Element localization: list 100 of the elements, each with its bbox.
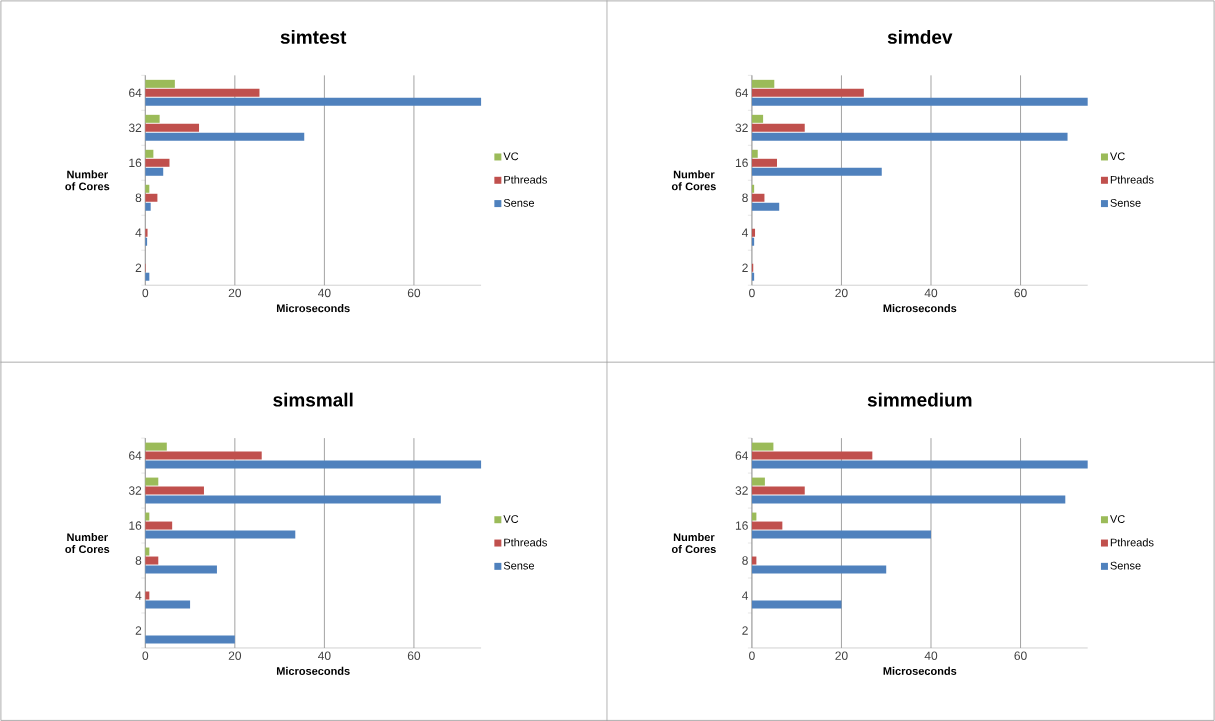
bar [145, 149, 154, 158]
bar [145, 635, 235, 644]
bar [145, 495, 441, 504]
legend-label: Pthreads [504, 538, 547, 547]
bar [751, 460, 1088, 469]
bar [145, 123, 200, 132]
y-tick-label: 16 [735, 158, 748, 167]
legend-label: Pthreads [1110, 175, 1154, 184]
bar [751, 530, 931, 539]
y-tick-label: 16 [735, 521, 748, 530]
bar [145, 591, 150, 600]
y-tick-label: 4 [741, 591, 749, 600]
x-tick-label: 60 [1014, 651, 1027, 660]
chart-title: simmedium [867, 392, 972, 407]
y-tick-label: 8 [742, 556, 748, 565]
bar [145, 158, 170, 167]
bar [145, 114, 160, 123]
bar [145, 547, 150, 556]
y-tick-label: 2 [742, 626, 748, 635]
bar [145, 184, 150, 193]
y-tick-label: 4 [135, 228, 142, 237]
x-tick-label: 20 [228, 288, 242, 298]
x-tick-label: 20 [835, 288, 848, 298]
bar [145, 88, 260, 97]
bar [145, 442, 167, 451]
x-axis-title: Microseconds [276, 303, 350, 313]
bar [751, 97, 1088, 106]
x-axis-title: Microseconds [883, 666, 957, 675]
y-tick-label: 2 [135, 263, 142, 272]
x-tick-label: 40 [318, 288, 331, 298]
legend-label: VC [1110, 152, 1125, 161]
x-tick-label: 0 [142, 651, 149, 660]
y-tick-label: 16 [129, 521, 142, 530]
bar [145, 79, 175, 88]
y-tick-label: 16 [129, 158, 142, 167]
y-tick-label: 8 [135, 193, 142, 202]
legend-label: Sense [503, 561, 535, 570]
y-tick-label: 8 [742, 193, 748, 202]
y-tick-label: 64 [129, 451, 142, 460]
legend-label: Sense [503, 198, 535, 207]
bar [751, 193, 765, 202]
bar [145, 202, 151, 211]
bar [751, 88, 864, 97]
bar [145, 193, 158, 202]
chart-title: simtest [280, 29, 347, 44]
bar [751, 442, 774, 451]
x-axis-title: Microseconds [883, 303, 957, 313]
y-axis-title: Number of Cores [65, 170, 110, 191]
x-tick-label: 60 [1014, 288, 1027, 298]
bar [145, 512, 150, 521]
x-tick-label: 40 [924, 651, 938, 660]
bar [145, 272, 150, 281]
x-tick-label: 0 [749, 288, 755, 298]
bar [751, 521, 783, 530]
legend-label: Sense [1110, 561, 1141, 570]
y-tick-label: 4 [741, 228, 749, 237]
bar [751, 79, 775, 88]
bar [751, 486, 805, 495]
bar [145, 556, 159, 565]
y-tick-label: 64 [129, 88, 142, 97]
bar [751, 149, 758, 158]
bar [145, 477, 159, 486]
bar [751, 202, 780, 211]
bar [751, 132, 1068, 141]
bar [145, 530, 296, 539]
legend-label: VC [503, 515, 519, 523]
x-tick-label: 60 [407, 651, 421, 660]
x-tick-label: 40 [318, 651, 331, 660]
x-tick-label: 0 [142, 288, 149, 298]
x-tick-label: 20 [228, 651, 242, 660]
y-tick-label: 64 [735, 451, 749, 460]
y-tick-label: 32 [735, 486, 748, 495]
y-tick-label: 32 [128, 486, 142, 495]
y-axis-title: Number of Cores [65, 532, 110, 553]
bar [751, 477, 765, 486]
legend-label: VC [503, 152, 519, 161]
y-tick-label: 2 [135, 626, 142, 635]
y-tick-label: 32 [128, 123, 142, 132]
bar [751, 114, 764, 123]
y-tick-label: 64 [735, 88, 749, 97]
y-axis-title: Number of Cores [671, 532, 716, 553]
chart-title: simdev [887, 29, 953, 44]
x-tick-label: 60 [407, 288, 421, 298]
x-tick-label: 20 [835, 651, 848, 660]
bar [751, 228, 756, 237]
x-tick-label: 40 [924, 288, 938, 298]
y-tick-label: 4 [135, 591, 142, 600]
chart-title: simsmall [273, 392, 353, 407]
legend-label: Pthreads [504, 175, 547, 184]
bar [751, 495, 1066, 504]
bar [751, 167, 882, 176]
bar [145, 228, 148, 237]
bar [145, 565, 217, 574]
legend-label: VC [1110, 515, 1125, 523]
x-axis-title: Microseconds [276, 666, 350, 675]
y-tick-label: 32 [735, 123, 748, 132]
bar [751, 565, 887, 574]
bar [145, 486, 204, 495]
bar [145, 132, 305, 141]
bar [751, 158, 777, 167]
